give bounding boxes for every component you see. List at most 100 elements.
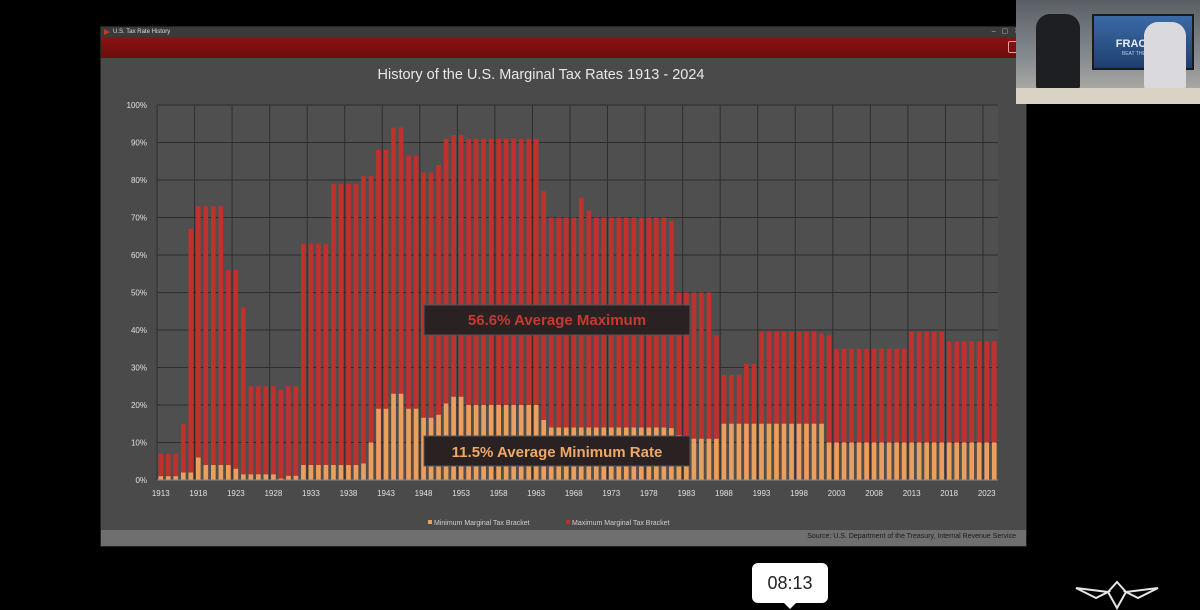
bar-min [714, 438, 719, 480]
bar-min [834, 442, 839, 480]
bar-min [195, 457, 201, 480]
bar-min [308, 465, 314, 480]
x-tick-label: 2023 [978, 489, 996, 498]
bar-max [601, 217, 607, 480]
bar-max [218, 206, 224, 480]
bar-min [909, 442, 914, 480]
bar-max [623, 217, 629, 480]
bar-min [946, 442, 952, 480]
bar-min [976, 442, 982, 480]
bar-min [789, 423, 794, 480]
bar-min [759, 423, 764, 480]
bar-min [781, 423, 787, 480]
bar-max [804, 331, 809, 480]
bar-max [789, 331, 794, 480]
bar-max [976, 341, 982, 480]
presenter-left [1036, 14, 1080, 90]
legend-swatch-min [428, 520, 432, 524]
x-tick-label: 1938 [340, 489, 358, 498]
bar-min [721, 423, 727, 480]
bar-max [323, 243, 329, 480]
bar-max [413, 155, 419, 480]
bar-min [376, 408, 381, 480]
bar-min [173, 476, 179, 480]
bar-max [924, 331, 929, 480]
bar-min [969, 442, 975, 480]
bar-max [286, 386, 291, 480]
bar-max [158, 453, 164, 480]
window-controls-icon[interactable]: – ▢ ✕ [991, 28, 1022, 35]
bar-max [819, 333, 824, 480]
bar-max [210, 206, 216, 480]
x-tick-label: 1913 [152, 489, 170, 498]
bar-min [841, 442, 847, 480]
bar-min [699, 438, 704, 480]
bar-max [864, 348, 869, 480]
bar-max [353, 183, 359, 480]
bar-max [849, 348, 854, 480]
bar-min [804, 423, 809, 480]
bar-min [706, 438, 712, 480]
bar-max [706, 292, 712, 480]
bar-max [631, 217, 637, 480]
y-axis-ticks: 0% 10% 20% 30% 40% 50% 60% 70% 80% 90% 100% [127, 101, 147, 485]
bar-min [158, 476, 164, 480]
bar-min [774, 423, 779, 480]
x-tick-label: 1928 [264, 489, 282, 498]
bar-max [751, 363, 757, 480]
x-tick-label: 1978 [640, 489, 658, 498]
bar-max [571, 217, 577, 480]
webcam-desk [1016, 88, 1200, 104]
bar-min [826, 442, 832, 480]
bar-max [826, 335, 832, 480]
y-tick-label: 60% [131, 251, 147, 260]
bar-max [796, 331, 802, 480]
bar-max [226, 270, 231, 480]
bar-max [541, 191, 547, 480]
bar-min [338, 465, 344, 480]
bar-max [391, 127, 396, 480]
app-icon [104, 29, 110, 35]
y-tick-label: 50% [131, 289, 147, 298]
bar-min [263, 474, 269, 480]
bar-max [894, 348, 899, 480]
bar-min [271, 474, 276, 480]
y-tick-label: 70% [131, 214, 147, 223]
bar-min [188, 472, 194, 480]
bar-max [991, 341, 997, 480]
brand-logo-icon [1075, 580, 1159, 610]
y-tick-label: 20% [131, 401, 147, 410]
bar-max [278, 390, 284, 480]
x-tick-label: 1923 [227, 489, 245, 498]
bar-min [961, 442, 967, 480]
bar-min [751, 423, 757, 480]
bar-min [954, 442, 960, 480]
bar-min [203, 465, 209, 480]
tax-rate-chart: History of the U.S. Marginal Tax Rates 1… [127, 67, 998, 527]
bar-max [233, 270, 239, 480]
x-tick-label: 1963 [527, 489, 545, 498]
bar-max [841, 348, 847, 480]
bar-min [368, 442, 374, 480]
bar-min [241, 474, 246, 480]
bar-min [323, 465, 329, 480]
bar-max [308, 243, 314, 480]
bar-max [969, 341, 975, 480]
x-tick-label: 1943 [377, 489, 395, 498]
y-tick-label: 90% [131, 139, 147, 148]
bar-max [301, 243, 306, 480]
bar-max [346, 183, 351, 480]
bar-max [331, 183, 336, 480]
y-tick-label: 40% [131, 326, 147, 335]
bar-min [293, 475, 299, 480]
bar-min [691, 438, 697, 480]
x-tick-label: 1973 [602, 489, 620, 498]
bar-max [856, 348, 862, 480]
bar-max [165, 453, 171, 480]
bar-min [819, 423, 824, 480]
bar-max [616, 217, 622, 480]
bar-min [736, 423, 742, 480]
x-tick-label: 1998 [790, 489, 808, 498]
x-tick-label: 1958 [490, 489, 508, 498]
bar-max [383, 150, 389, 480]
